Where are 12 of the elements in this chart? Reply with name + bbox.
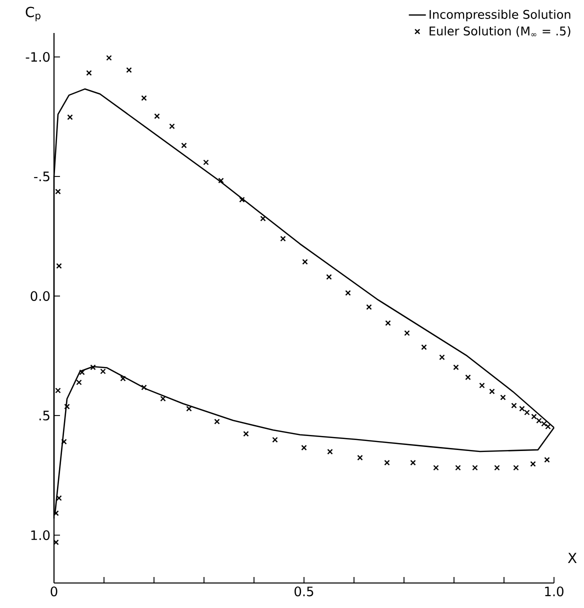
x-tick-label: 0.5 <box>294 586 314 596</box>
y-tick-label: 1.0 <box>31 530 50 540</box>
y-tick-label: .5 <box>40 410 50 420</box>
x-tick-label: 1.0 <box>545 586 564 596</box>
y-tick-label: 0.0 <box>30 291 50 301</box>
y-axis-title: C$_{p}$ <box>26 6 40 22</box>
legend-label: Incompressible Solution <box>430 10 570 22</box>
x-axis-title: X <box>568 552 577 563</box>
y-tick-label: -1.0 <box>26 52 50 62</box>
legend-label: Euler Solution (M$_{∞}$ = .5) <box>430 26 570 37</box>
x-tick-label: 0 <box>50 586 58 596</box>
y-tick-label: -.5 <box>34 172 50 182</box>
